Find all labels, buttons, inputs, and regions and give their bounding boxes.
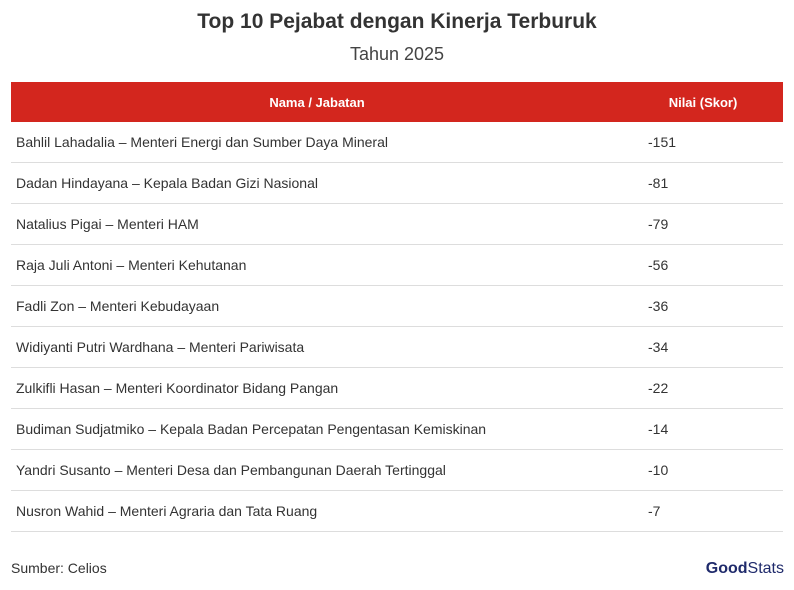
table-row: Natalius Pigai – Menteri HAM -79: [11, 203, 783, 245]
name-cell: Yandri Susanto – Menteri Desa dan Pemban…: [11, 449, 623, 491]
column-header: Nilai (Skor): [623, 82, 783, 122]
logo-light: Stats: [747, 560, 784, 577]
value-cell: -151: [623, 122, 783, 163]
title: Top 10 Pejabat dengan Kinerja Terburuk: [197, 10, 597, 33]
name-cell: Bahlil Lahadalia – Menteri Energi dan Su…: [11, 122, 623, 163]
table-row: Widiyanti Putri Wardhana – Menteri Pariw…: [11, 326, 783, 368]
table-row: Bahlil Lahadalia – Menteri Energi dan Su…: [11, 122, 783, 163]
value-cell: -7: [623, 490, 783, 532]
logo-bold: Good: [705, 560, 748, 577]
header-row: Nama / Jabatan Nilai (Skor): [11, 82, 783, 122]
name-cell: Nusron Wahid – Menteri Agraria dan Tata …: [11, 490, 623, 532]
value-cell: -36: [623, 285, 783, 327]
name-cell: Budiman Sudjatmiko – Kepala Badan Percep…: [11, 408, 623, 450]
value-cell: -10: [623, 449, 783, 491]
value-cell: -79: [623, 203, 783, 245]
name-cell: Fadli Zon – Menteri Kebudayaan: [11, 285, 623, 327]
value-cell: -56: [623, 244, 783, 286]
table-row: Budiman Sudjatmiko – Kepala Badan Percep…: [11, 408, 783, 450]
table-body: Bahlil Lahadalia – Menteri Energi dan Su…: [11, 122, 783, 532]
source: Sumber: Celios: [11, 560, 107, 576]
value-cell: -14: [623, 408, 783, 450]
name-cell: Natalius Pigai – Menteri HAM: [11, 203, 623, 245]
subtitle: Tahun 2025: [349, 44, 445, 64]
column-header: Nama / Jabatan: [11, 82, 623, 122]
logo: GoodStats: [706, 560, 784, 578]
table-row: Dadan Hindayana – Kepala Badan Gizi Nasi…: [11, 162, 783, 204]
table-row: Raja Juli Antoni – Menteri Kehutanan -56: [11, 244, 783, 286]
name-cell: Dadan Hindayana – Kepala Badan Gizi Nasi…: [11, 162, 623, 204]
table: Nama / Jabatan Nilai (Skor) Bahlil Lahad…: [11, 82, 783, 532]
value-cell: -22: [623, 367, 783, 409]
table-row: Zulkifli Hasan – Menteri Koordinator Bid…: [11, 367, 783, 409]
table-row: Yandri Susanto – Menteri Desa dan Pemban…: [11, 449, 783, 491]
value-cell: -34: [623, 326, 783, 368]
table-row: Nusron Wahid – Menteri Agraria dan Tata …: [11, 490, 783, 532]
value-cell: -81: [623, 162, 783, 204]
table-row: Fadli Zon – Menteri Kebudayaan -36: [11, 285, 783, 327]
name-cell: Zulkifli Hasan – Menteri Koordinator Bid…: [11, 367, 623, 409]
name-cell: Raja Juli Antoni – Menteri Kehutanan: [11, 244, 623, 286]
name-cell: Widiyanti Putri Wardhana – Menteri Pariw…: [11, 326, 623, 368]
